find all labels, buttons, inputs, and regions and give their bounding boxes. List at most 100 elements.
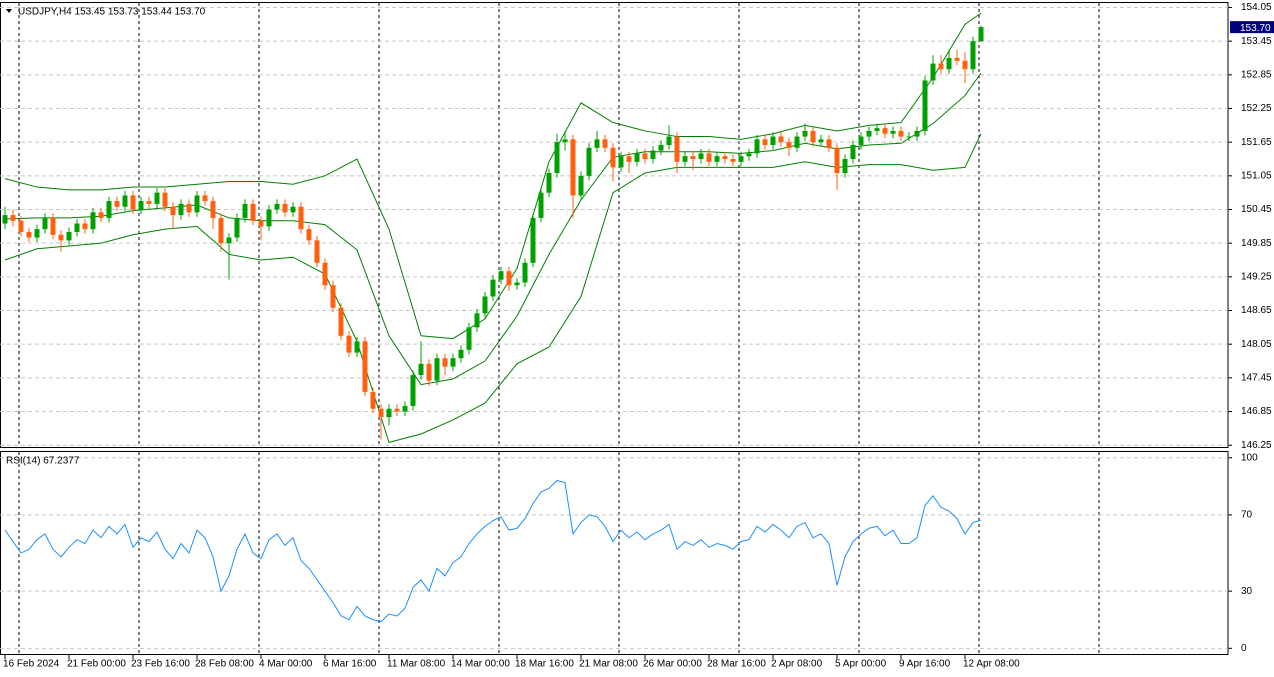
panel-frame (0, 2, 1229, 448)
x-tick-label: 21 Mar 08:00 (579, 659, 638, 670)
candle-body (818, 139, 824, 143)
candle-body (314, 240, 320, 263)
last-price-label: 153.70 (1240, 23, 1271, 34)
x-tick-label: 18 Mar 16:00 (515, 659, 574, 670)
candle-body (474, 313, 480, 328)
candle-body (882, 128, 888, 134)
candle-body (746, 153, 752, 157)
candle-body (626, 156, 632, 162)
candle-body (562, 139, 568, 143)
candle-body (602, 139, 608, 148)
candle-body (738, 156, 744, 162)
candle-body (162, 192, 168, 207)
candle-body (506, 271, 512, 286)
y-tick-label: 151.05 (1241, 170, 1272, 181)
candle-body (362, 341, 368, 392)
candle-body (610, 147, 616, 168)
x-tick-label: 2 Apr 08:00 (771, 659, 823, 670)
candle-body (866, 130, 872, 137)
x-tick-label: 5 Apr 00:00 (835, 659, 887, 670)
x-tick-label: 9 Apr 16:00 (899, 659, 951, 670)
y-tick-label: 150.45 (1241, 204, 1272, 215)
y-tick-label: 151.65 (1241, 137, 1272, 148)
candle-body (178, 203, 184, 216)
y-tick-label: 154.05 (1241, 2, 1272, 13)
candle-body (930, 63, 936, 81)
candle-body (666, 136, 672, 145)
candle-body (658, 144, 664, 151)
candle-body (378, 408, 384, 418)
x-tick-label: 26 Mar 00:00 (643, 659, 702, 670)
candle-body (354, 341, 360, 353)
candle-body (82, 223, 88, 230)
candle-body (706, 153, 712, 162)
x-tick-label: 14 Mar 00:00 (451, 659, 510, 670)
candle-body (874, 128, 880, 131)
candle-body (810, 130, 816, 143)
candle-body (642, 153, 648, 160)
x-tick-label: 28 Feb 08:00 (195, 659, 254, 670)
candle-body (74, 223, 80, 232)
candle-body (122, 195, 128, 207)
candle-body (458, 349, 464, 359)
candle-body (802, 130, 808, 137)
y-tick-label: 147.45 (1241, 372, 1272, 383)
candle-body (90, 212, 96, 230)
candle-body (946, 57, 952, 70)
x-tick-label: 21 Feb 00:00 (67, 659, 126, 670)
candle-body (770, 136, 776, 145)
candle-body (794, 136, 800, 148)
panel-frame (0, 451, 1229, 655)
y-tick-label: 148.65 (1241, 305, 1272, 316)
candle-body (418, 363, 424, 376)
candle-body (858, 136, 864, 145)
y-tick-label: 152.85 (1241, 69, 1272, 80)
x-tick-label: 28 Mar 16:00 (707, 659, 766, 670)
bollinger-band (4, 72, 982, 386)
candle-body (210, 201, 216, 218)
y-tick-label: 149.85 (1241, 238, 1272, 249)
candle-body (674, 136, 680, 162)
candle-body (482, 296, 488, 314)
candle-body (498, 271, 504, 280)
candle-body (426, 363, 432, 381)
candle-body (722, 156, 728, 160)
candle-body (34, 229, 40, 238)
candle-body (586, 147, 592, 176)
candle-body (906, 136, 912, 138)
candle-body (202, 195, 208, 202)
candle-body (306, 229, 312, 241)
candle-body (138, 201, 144, 210)
candle-body (130, 195, 136, 210)
candle-body (50, 217, 56, 235)
candle-body (546, 173, 552, 193)
menu-triangle (6, 9, 12, 13)
candle-body (538, 192, 544, 218)
candle-body (514, 282, 520, 286)
x-tick-label: 23 Feb 16:00 (131, 659, 190, 670)
candle-body (786, 142, 792, 148)
candle-body (346, 335, 352, 353)
candle-body (914, 130, 920, 137)
candle-body (26, 231, 32, 238)
candle-body (234, 217, 240, 238)
candle-body (690, 156, 696, 160)
candle-body (258, 220, 264, 227)
last-price-marker (1230, 21, 1274, 34)
candle-body (650, 150, 656, 160)
y-tick-label: 152.25 (1241, 103, 1272, 114)
candle-body (754, 139, 760, 154)
candle-body (170, 206, 176, 216)
y-tick-label: 0 (1241, 643, 1247, 654)
candle-body (954, 57, 960, 61)
y-tick-label: 100 (1241, 452, 1258, 463)
x-tick-label: 16 Feb 2024 (3, 659, 60, 670)
candle-body (594, 139, 600, 148)
y-tick-label: 70 (1241, 510, 1253, 521)
candle-body (282, 203, 288, 213)
y-tick-label: 146.85 (1241, 406, 1272, 417)
candle-body (114, 201, 120, 207)
x-tick-label: 11 Mar 08:00 (387, 659, 446, 670)
candle-body (338, 307, 344, 336)
